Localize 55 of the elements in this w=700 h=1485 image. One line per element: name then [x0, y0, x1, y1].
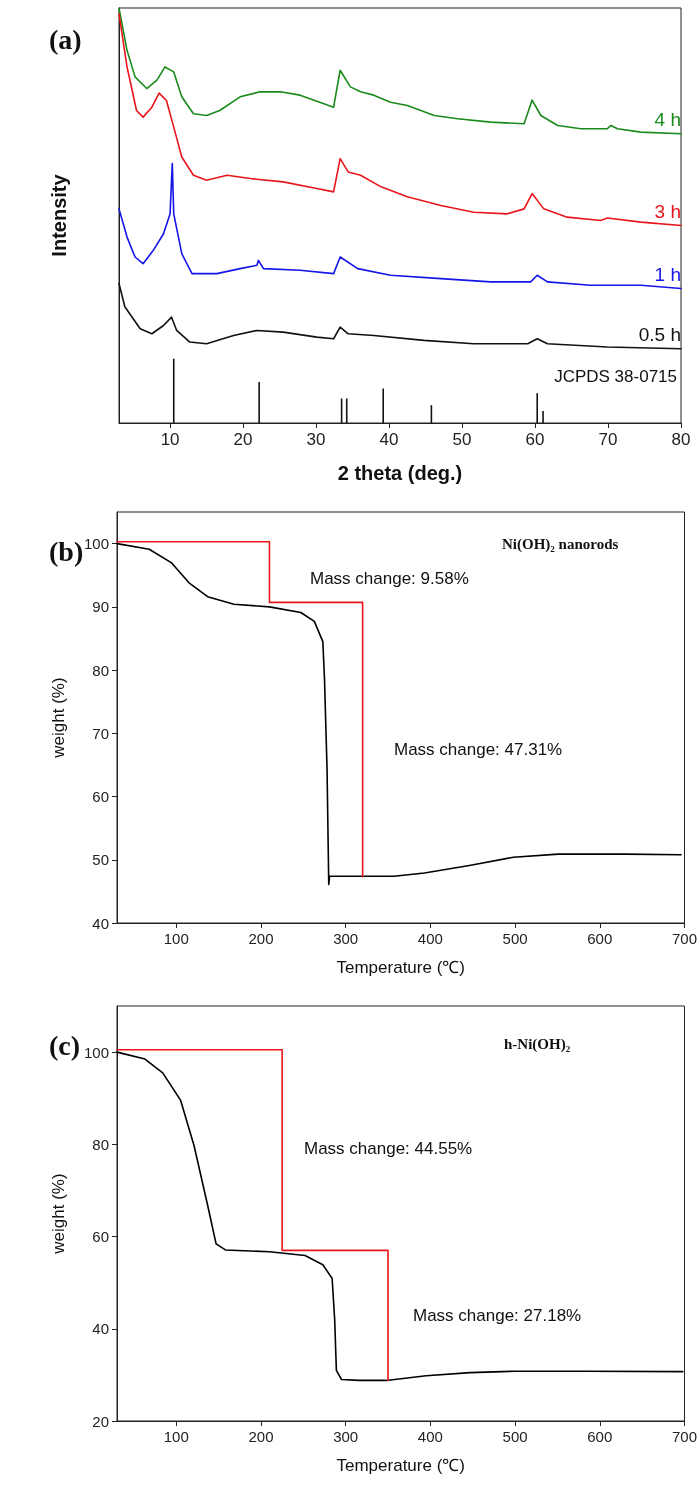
series-label: 0.5 h — [638, 324, 681, 346]
x-tick-label: 700 — [671, 930, 697, 947]
x-axis-title: 2 theta (deg.) — [337, 462, 463, 484]
x-tick-label: 30 — [306, 430, 326, 449]
x-tick-label: 400 — [417, 1428, 443, 1445]
x-axis-title: Temperature (℃) — [336, 1456, 465, 1475]
line-series — [116, 1051, 684, 1382]
annotation: Mass change: 44.55% — [304, 1138, 473, 1158]
x-tick-label: 80 — [671, 430, 691, 449]
y-tick-label: 70 — [92, 724, 109, 742]
x-tick-label: 40 — [379, 430, 399, 449]
y-tick-label: 80 — [92, 661, 109, 679]
y-tick-label: 40 — [92, 1320, 109, 1338]
y-tick-label: 60 — [92, 1228, 109, 1246]
annotation: h-Ni(OH)₂ — [504, 1036, 571, 1053]
series-label: JCPDS 38-0715 — [554, 367, 677, 386]
series-label: 1 h — [654, 264, 681, 286]
x-tick-label: 20 — [233, 430, 253, 449]
y-tick-label: 100 — [83, 535, 109, 553]
y-axis-title: weight (%) — [49, 677, 68, 759]
x-tick-label: 500 — [502, 1428, 528, 1445]
y-tick-label: 100 — [83, 1043, 109, 1061]
x-tick-label: 70 — [598, 430, 618, 449]
y-tick-label: 80 — [92, 1135, 109, 1153]
x-tick-label: 300 — [333, 930, 359, 947]
text: (a) — [49, 23, 82, 55]
annotation: Mass change: 9.58% — [310, 568, 469, 588]
x-tick-label: 300 — [333, 1428, 359, 1445]
y-tick-label: 50 — [92, 851, 109, 869]
x-axis-title: Temperature (℃) — [336, 958, 465, 977]
x-tick-label: 700 — [671, 1428, 697, 1445]
x-tick-label: 100 — [163, 1428, 189, 1445]
y-tick-label: 90 — [92, 598, 109, 616]
x-tick-label: 600 — [587, 1428, 613, 1445]
x-tick-label: 200 — [248, 1428, 274, 1445]
text: (c) — [49, 1029, 81, 1061]
x-tick-label: 50 — [452, 430, 472, 449]
x-tick-label: 400 — [417, 930, 443, 947]
x-tick-label: 60 — [525, 430, 545, 449]
y-tick-label: 20 — [92, 1412, 109, 1430]
y-tick-label: 40 — [92, 914, 109, 932]
x-tick-label: 10 — [160, 430, 180, 449]
annotation: Ni(OH)₂ nanorods — [502, 536, 619, 553]
series-label: 3 h — [654, 200, 681, 222]
x-tick-label: 600 — [587, 930, 613, 947]
x-tick-label: 200 — [248, 930, 274, 947]
annotation: Mass change: 27.18% — [413, 1305, 582, 1325]
annotation: Mass change: 47.31% — [394, 739, 563, 759]
y-axis-title: Intensity — [48, 173, 70, 257]
text: (b) — [49, 535, 84, 567]
y-axis-title: weight (%) — [49, 1173, 68, 1255]
y-tick-label: 60 — [92, 788, 109, 806]
x-tick-label: 100 — [163, 930, 189, 947]
series-label: 4 h — [654, 109, 681, 131]
x-tick-label: 500 — [502, 930, 528, 947]
